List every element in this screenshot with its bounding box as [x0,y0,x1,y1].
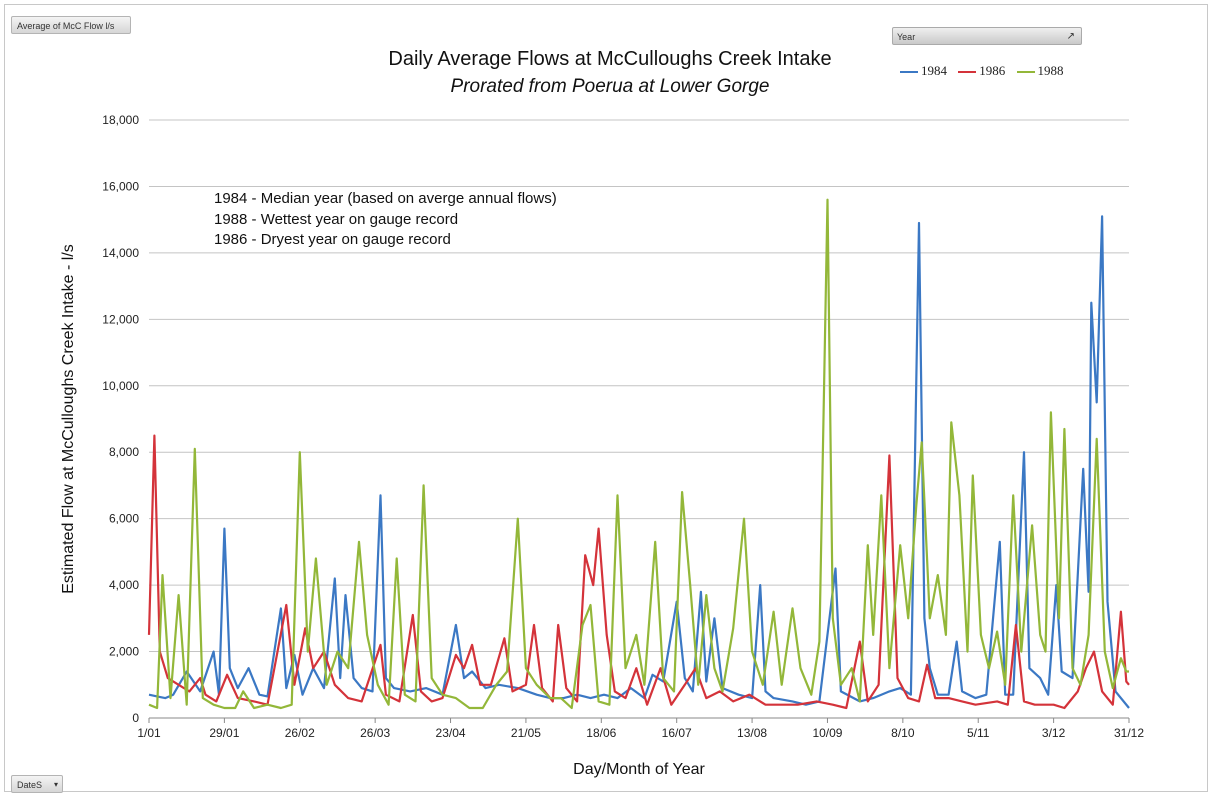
x-tick-label: 26/03 [360,726,390,740]
filter-icon[interactable]: ↗ [1066,31,1075,42]
x-tick-label: 8/10 [891,726,915,740]
chart-title: Daily Average Flows at McCulloughs Creek… [388,48,832,70]
annotation-dryest-year: 1986 - Dryest year on gauge record [214,231,451,248]
legend-label-1986: 1986 [979,63,1006,78]
chart-legend: 1984 1986 1988 [900,63,1072,79]
legend-item-1986: 1986 [958,63,1005,79]
x-tick-label: 1/01 [137,726,161,740]
row-field-button[interactable]: DateS ▾ [11,775,63,793]
legend-label-1988: 1988 [1037,63,1064,78]
legend-swatch-1988 [1016,71,1035,74]
legend-swatch-1986 [958,71,977,74]
y-axis-title: Estimated Flow at McCulloughs Creek Inta… [60,244,77,593]
y-tick-label: 10,000 [102,379,139,393]
y-tick-label: 16,000 [102,179,139,193]
x-axis-title: Day/Month of Year [573,761,705,778]
legend-swatch-1984 [900,71,918,74]
series-line-1984 [148,215,1130,709]
legend-item-1984: 1984 [900,63,947,79]
y-tick-label: 2,000 [109,645,139,659]
x-tick-label: 21/05 [511,726,541,740]
year-filter-label: Year [897,32,916,42]
y-tick-label: 14,000 [102,246,139,260]
x-tick-label: 5/11 [967,726,990,740]
x-tick-label: 23/04 [436,726,466,740]
x-tick-label: 18/06 [586,726,616,740]
series-line-1988 [148,198,1129,710]
chart-subtitle: Prorated from Poerua at Lower Gorge [450,76,770,97]
annotation-median-year: 1984 - Median year (based on averge annu… [214,190,557,207]
legend-item-1988: 1988 [1016,63,1064,79]
series-line-1986 [147,434,1130,710]
y-tick-label: 0 [132,711,139,725]
y-tick-label: 8,000 [109,445,139,459]
x-tick-label: 13/08 [737,726,767,740]
x-tick-label: 26/02 [285,726,315,740]
x-tick-label: 16/07 [662,726,692,740]
y-tick-label: 6,000 [109,512,139,526]
x-tick-label: 31/12 [1114,726,1144,740]
chevron-down-icon[interactable]: ▾ [53,780,58,789]
value-field-button[interactable]: Average of McC Flow l/s [11,16,131,34]
y-tick-label: 12,000 [102,312,139,326]
chart-frame [4,4,1208,792]
year-filter-dropdown[interactable]: Year ↗ [892,27,1082,45]
y-tick-label: 4,000 [109,578,139,592]
x-tick-label: 10/09 [812,726,842,740]
y-tick-label: 18,000 [102,113,139,127]
chart-annotations: 1984 - Median year (based on averge annu… [214,189,557,251]
x-tick-label: 3/12 [1042,726,1066,740]
row-field-label: DateS [17,780,43,790]
annotation-wettest-year: 1988 - Wettest year on gauge record [214,210,459,228]
x-tick-label: 29/01 [209,726,239,740]
legend-label-1984: 1984 [921,63,947,78]
